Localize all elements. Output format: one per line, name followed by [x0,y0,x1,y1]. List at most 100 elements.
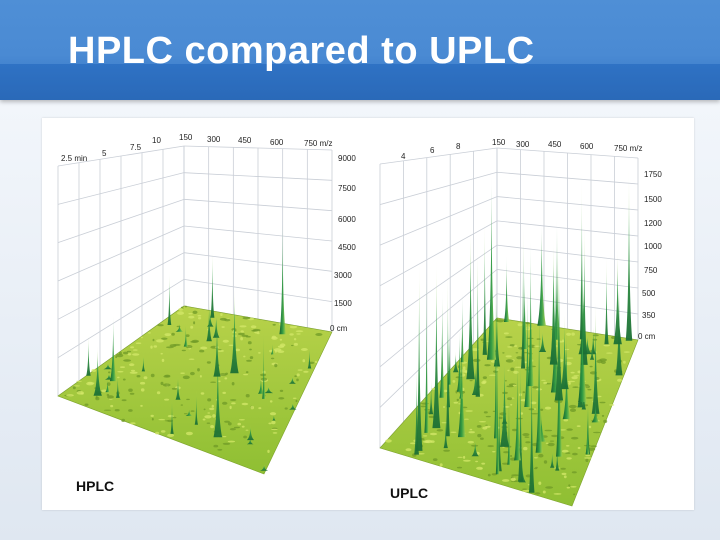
surface-speck [576,425,581,427]
surface-speck [496,319,505,323]
grid-line [496,196,639,211]
surface-speck [140,404,143,407]
surface-speck [498,416,503,420]
surface-speck [135,342,142,344]
surface-speck [517,323,523,327]
surface-speck [278,397,285,400]
chromatogram-peak [521,225,526,369]
surface-speck [207,398,212,402]
surface-speck [250,325,257,329]
surface-speck [239,325,247,328]
surface-speck [238,419,245,421]
surface-speck [463,455,466,459]
chromatogram-peak [105,379,110,393]
surface-speck [250,405,254,410]
chromatogram-peak [591,402,600,423]
hplc-intensity-tick: 9000 [338,154,356,163]
chromatogram-peak [272,414,276,421]
surface-speck [66,394,74,397]
surface-speck [585,458,589,463]
chromatogram-peak [554,218,560,340]
hplc-time-tick: 5 [102,149,107,158]
surface-speck [492,410,496,412]
surface-speck [611,336,616,339]
surface-speck [180,404,183,406]
surface-speck [563,475,567,479]
hplc-mz-tick: 150 [179,133,193,142]
surface-speck [522,488,527,490]
surface-speck [617,378,622,382]
surface-speck [502,391,508,395]
surface-speck [592,431,601,434]
surface-speck [211,404,214,408]
surface-speck [91,369,97,372]
grid-line [379,244,498,327]
surface-speck [533,345,541,347]
surface-speck [571,376,578,380]
surface-speck [585,396,594,399]
chromatogram-peak [424,264,429,433]
surface-speck [190,325,194,329]
surface-speck [107,395,114,399]
surface-speck [456,398,459,402]
chromatogram-peak [578,307,587,402]
surface-floor [57,305,333,475]
surface-speck [161,358,165,362]
surface-speck [76,391,84,395]
surface-speck [203,408,206,411]
chromatogram-peak [590,326,596,355]
chromatogram-peak [86,335,91,376]
surface-speck [469,380,473,382]
chromatogram-peak [230,288,239,374]
surface-speck [405,448,412,452]
surface-speck [147,332,151,334]
surface-speck [274,349,277,353]
surface-speck [284,407,288,410]
surface-speck [487,445,495,448]
surface-speck [234,348,241,352]
surface-speck [151,417,154,421]
surface-speck [436,429,444,432]
chromatogram-peak [260,464,269,471]
chromatogram-peak [496,387,502,472]
surface-speck [224,420,230,423]
surface-speck [565,452,571,454]
surface-speck [217,448,223,451]
chromatogram-peak [528,332,535,493]
surface-speck [442,406,446,408]
surface-speck [156,391,161,395]
surface-speck [573,493,576,496]
surface-speck [140,381,146,385]
chromatogram-peak [307,345,312,369]
surface-speck [220,313,223,317]
grid-line [496,171,639,185]
surface-speck [242,316,251,320]
grid-line [183,225,333,242]
surface-speck [200,392,205,395]
surface-speck [115,355,118,359]
grid-line [496,220,639,237]
surface-speck [302,359,306,363]
surface-speck [272,323,276,326]
surface-speck [227,422,232,426]
surface-speck [562,339,564,343]
chromatogram-peak [194,390,198,425]
surface-speck [514,366,522,368]
chromatogram-peak [581,224,588,365]
surface-speck [457,456,463,458]
surface-speck [503,332,509,335]
chromatogram-peak [537,225,546,326]
chromatogram-peak [459,369,463,399]
surface-speck [585,454,591,457]
surface-speck [271,336,278,340]
surface-speck [185,431,193,436]
surface-speck [422,435,428,437]
uplc-intensity-tick: 1000 [644,242,662,251]
surface-speck [563,418,569,422]
surface-speck [491,473,497,476]
surface-speck [524,436,530,438]
surface-speck [164,374,171,377]
surface-speck [464,418,469,420]
surface-speck [240,337,244,341]
surface-speck [130,346,135,349]
